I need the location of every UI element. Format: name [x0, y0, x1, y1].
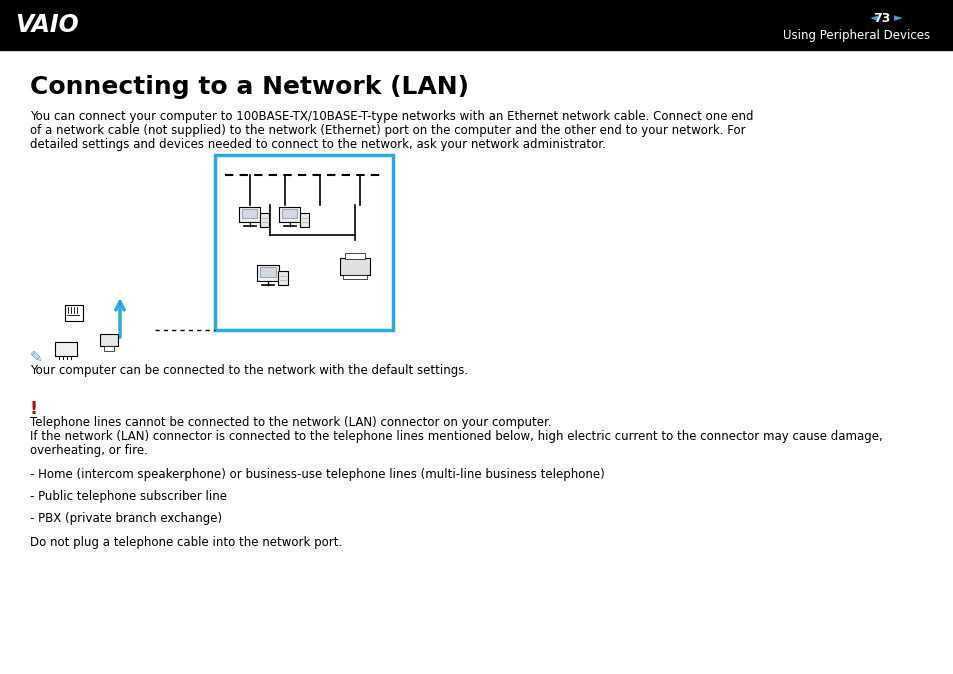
Bar	[242, 209, 257, 218]
Bar	[100, 334, 118, 346]
Text: 73: 73	[872, 11, 890, 24]
Bar	[259, 267, 276, 277]
Text: If the network (LAN) connector is connected to the telephone lines mentioned bel: If the network (LAN) connector is connec…	[30, 430, 882, 443]
Bar	[104, 346, 113, 351]
Text: You can connect your computer to 100BASE-TX/10BASE-T-type networks with an Ether: You can connect your computer to 100BASE…	[30, 110, 753, 123]
Text: Do not plug a telephone cable into the network port.: Do not plug a telephone cable into the n…	[30, 536, 342, 549]
Bar	[256, 265, 279, 281]
Bar	[345, 253, 364, 259]
Text: detailed settings and devices needed to connect to the network, ask your network: detailed settings and devices needed to …	[30, 138, 605, 151]
Bar	[65, 305, 83, 321]
Text: Connecting to a Network (LAN): Connecting to a Network (LAN)	[30, 75, 469, 99]
Text: - Public telephone subscriber line: - Public telephone subscriber line	[30, 490, 227, 503]
Text: !: !	[30, 400, 38, 418]
Bar	[214, 155, 393, 330]
Text: overheating, or fire.: overheating, or fire.	[30, 444, 148, 457]
Bar	[300, 213, 309, 226]
Bar	[260, 213, 269, 226]
Bar	[55, 342, 77, 356]
Text: Using Peripheral Devices: Using Peripheral Devices	[782, 28, 929, 42]
Text: Your computer can be connected to the network with the default settings.: Your computer can be connected to the ne…	[30, 364, 468, 377]
Bar	[343, 275, 367, 279]
Text: of a network cable (not supplied) to the network (Ethernet) port on the computer: of a network cable (not supplied) to the…	[30, 124, 745, 137]
Text: VAIO: VAIO	[15, 13, 79, 37]
Text: - Home (intercom speakerphone) or business-use telephone lines (multi-line busin: - Home (intercom speakerphone) or busine…	[30, 468, 604, 481]
Bar	[239, 207, 260, 222]
Bar	[0, 0, 953, 50]
Text: Telephone lines cannot be connected to the network (LAN) connector on your compu: Telephone lines cannot be connected to t…	[30, 416, 551, 429]
Bar	[282, 209, 297, 218]
Bar	[340, 258, 370, 275]
Text: ✎: ✎	[30, 350, 43, 365]
Text: ◄: ◄	[869, 13, 878, 23]
Bar	[278, 271, 288, 285]
Text: ►: ►	[893, 13, 902, 23]
Text: - PBX (private branch exchange): - PBX (private branch exchange)	[30, 512, 222, 525]
Bar	[279, 207, 300, 222]
